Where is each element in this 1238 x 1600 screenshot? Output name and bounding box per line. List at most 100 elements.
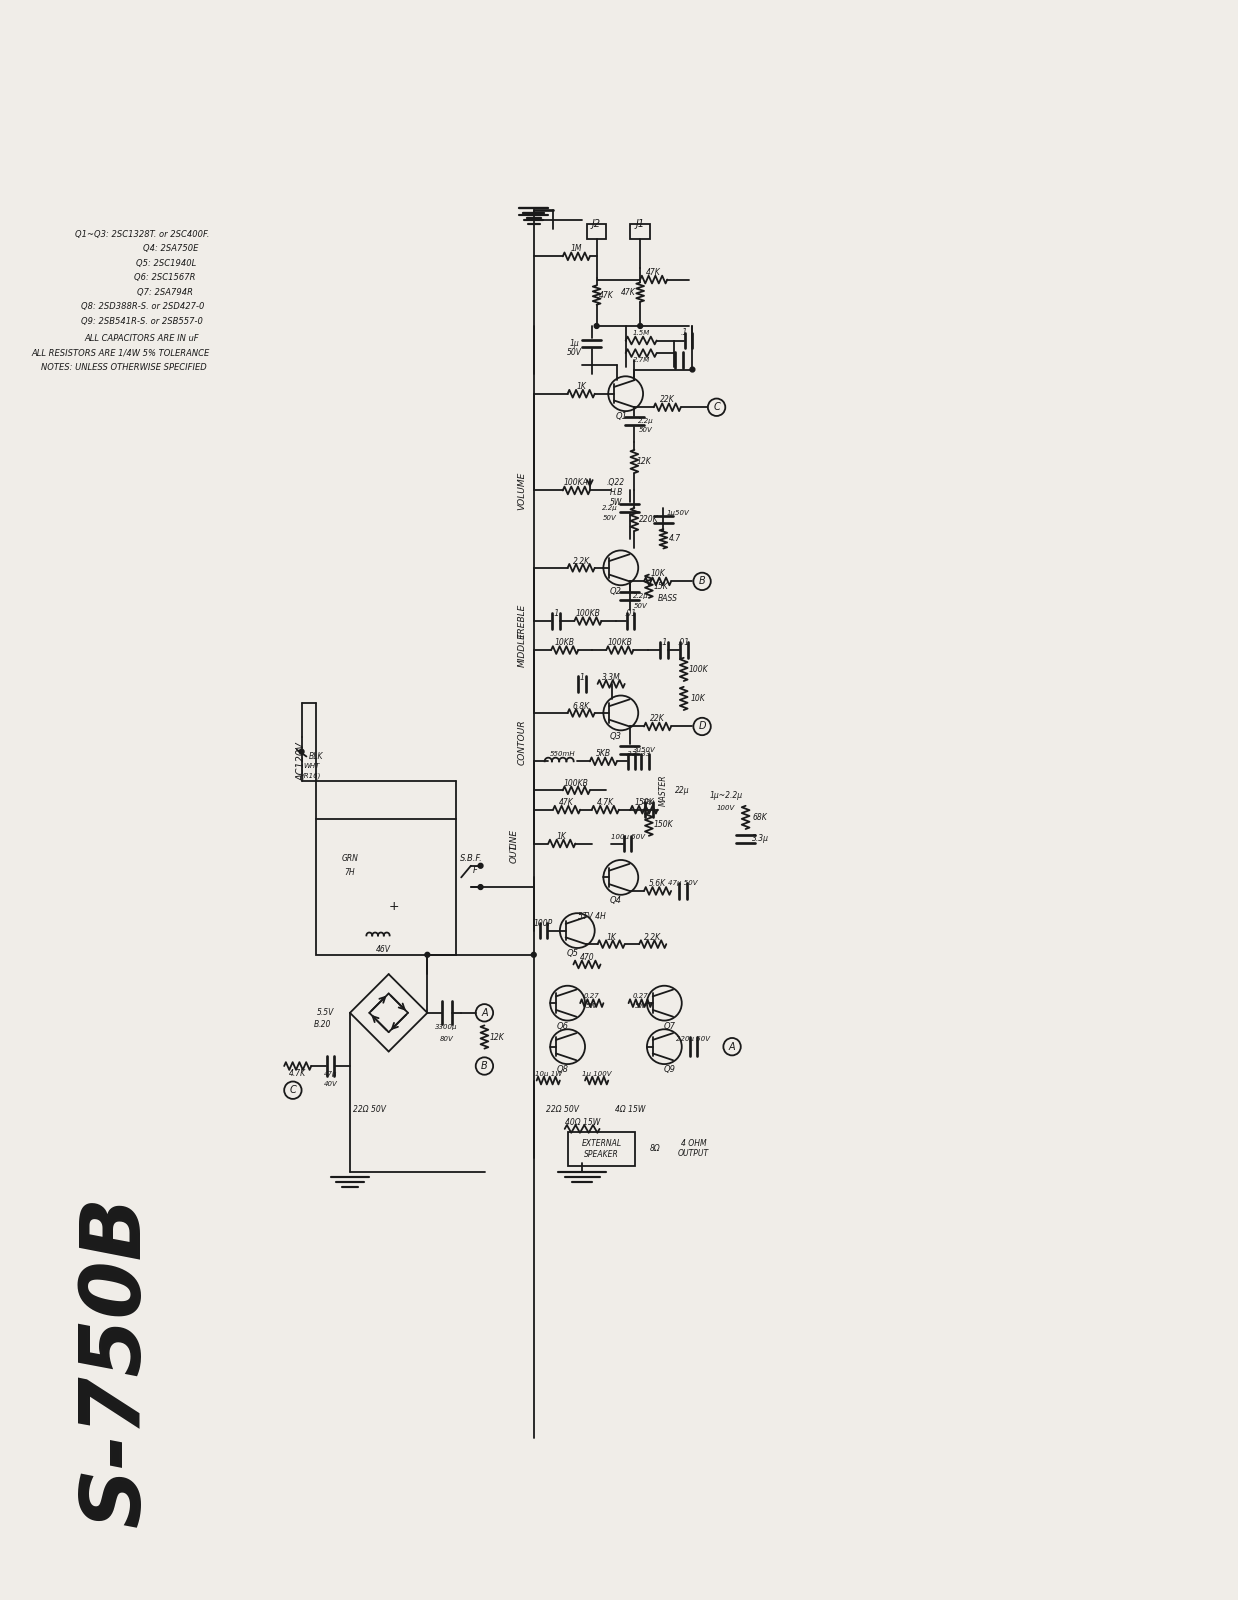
Text: 68K: 68K: [753, 813, 768, 822]
Text: 5KB: 5KB: [595, 749, 612, 758]
Text: 1K: 1K: [607, 933, 617, 942]
Text: 80V: 80V: [439, 1035, 453, 1042]
Text: 40Ω 15W: 40Ω 15W: [565, 1118, 599, 1126]
Text: 10μ 1W: 10μ 1W: [535, 1070, 562, 1077]
Text: Q1~Q3: 2SC1328T. or 2SC400F.: Q1~Q3: 2SC1328T. or 2SC400F.: [76, 229, 209, 238]
Text: 47μ: 47μ: [324, 1070, 338, 1077]
Text: 7H: 7H: [344, 869, 355, 877]
Text: 0.27: 0.27: [633, 994, 647, 1000]
Text: Q5: 2SC1940L: Q5: 2SC1940L: [136, 259, 196, 267]
Text: 4 OHM: 4 OHM: [681, 1139, 706, 1147]
Text: .01: .01: [624, 608, 636, 618]
Text: +: +: [389, 899, 399, 914]
Circle shape: [531, 952, 536, 957]
Text: Q4: Q4: [610, 896, 621, 906]
Text: 8Ω: 8Ω: [649, 1144, 660, 1152]
Text: C: C: [713, 402, 721, 413]
Text: 1K: 1K: [557, 832, 567, 842]
Circle shape: [425, 952, 430, 957]
Text: Q6: Q6: [557, 1022, 568, 1030]
Text: S-750B: S-750B: [76, 1195, 156, 1526]
Text: 220μ 50V: 220μ 50V: [676, 1035, 711, 1042]
Text: 5.6K: 5.6K: [649, 878, 666, 888]
Text: 1μ: 1μ: [569, 339, 579, 347]
Text: 22μ: 22μ: [676, 786, 690, 795]
Text: .33: .33: [639, 750, 651, 757]
Text: 470: 470: [579, 954, 594, 962]
Circle shape: [300, 749, 305, 754]
Text: A: A: [729, 1042, 735, 1051]
Text: MIDDLE: MIDDLE: [517, 632, 526, 667]
Text: 1: 1: [579, 672, 584, 682]
Text: F: F: [473, 866, 477, 875]
Text: 1.5M: 1.5M: [633, 330, 650, 336]
Text: ALL CAPACITORS ARE IN uF: ALL CAPACITORS ARE IN uF: [84, 334, 199, 342]
Text: AC120V: AC120V: [297, 742, 307, 781]
Text: 1K: 1K: [576, 382, 586, 392]
Text: VOLUME: VOLUME: [517, 472, 526, 510]
Text: 2.2K: 2.2K: [573, 557, 589, 565]
Text: 0.27: 0.27: [584, 994, 599, 1000]
Text: J2: J2: [592, 219, 602, 229]
Text: 10K: 10K: [691, 694, 706, 702]
Text: .1: .1: [680, 328, 687, 338]
Text: 150K: 150K: [634, 798, 654, 808]
Text: 3.3μ: 3.3μ: [751, 834, 769, 843]
Text: CONTOUR: CONTOUR: [517, 718, 526, 765]
Text: GRN: GRN: [342, 853, 358, 862]
Bar: [567, 1131, 635, 1166]
Circle shape: [690, 366, 695, 371]
Text: 12K: 12K: [636, 458, 651, 466]
Text: 3.3M: 3.3M: [602, 672, 620, 682]
Text: 1μ50V: 1μ50V: [666, 510, 690, 515]
Text: Q6: 2SC1567R: Q6: 2SC1567R: [134, 274, 196, 282]
Text: 100KA: 100KA: [563, 478, 589, 488]
Text: 100KB: 100KB: [563, 779, 589, 789]
Text: OUTPUT: OUTPUT: [678, 1149, 709, 1157]
Text: (R16): (R16): [302, 773, 321, 779]
Text: 3μ50V: 3μ50V: [633, 747, 655, 752]
Circle shape: [638, 323, 643, 328]
Text: 2.2μ: 2.2μ: [603, 506, 618, 510]
Text: 47μ 50V: 47μ 50V: [669, 880, 697, 886]
Text: TREBLE: TREBLE: [517, 603, 526, 638]
Text: 47K: 47K: [560, 798, 574, 808]
Text: 2.2μ: 2.2μ: [634, 594, 649, 598]
Text: MASTER: MASTER: [659, 774, 667, 806]
Text: 22Ω 50V: 22Ω 50V: [353, 1106, 386, 1114]
Text: 550mH: 550mH: [550, 750, 576, 757]
Text: 5.5V: 5.5V: [317, 1008, 334, 1018]
Text: 6.8K: 6.8K: [573, 702, 589, 710]
Text: 3300μ: 3300μ: [436, 1024, 458, 1030]
Text: 22K: 22K: [660, 395, 675, 405]
Text: NOTES: UNLESS OTHERWISE SPECIFIED: NOTES: UNLESS OTHERWISE SPECIFIED: [41, 363, 207, 373]
Text: 2.7M: 2.7M: [633, 357, 650, 363]
Text: 4Ω 15W: 4Ω 15W: [615, 1106, 646, 1114]
Text: 50V: 50V: [603, 515, 617, 520]
Text: 5W: 5W: [635, 1003, 646, 1010]
Text: 40V: 40V: [324, 1082, 338, 1088]
Text: Q8: 2SD388R-S. or 2SD427-0: Q8: 2SD388R-S. or 2SD427-0: [80, 302, 204, 310]
Bar: [316, 819, 457, 955]
Text: S.B.F.: S.B.F.: [459, 853, 483, 862]
Text: 2.2K: 2.2K: [644, 933, 661, 942]
Text: 22Ω 50V: 22Ω 50V: [546, 1106, 579, 1114]
Text: 150K: 150K: [654, 819, 673, 829]
Text: 4.7: 4.7: [669, 534, 681, 544]
Text: .01: .01: [677, 638, 690, 646]
Text: A: A: [482, 1008, 488, 1018]
Text: 4.7K: 4.7K: [597, 798, 614, 808]
Text: 4.7K: 4.7K: [290, 1069, 306, 1078]
Text: 10KB: 10KB: [555, 638, 574, 646]
Text: Q7: 2SA794R: Q7: 2SA794R: [137, 288, 193, 296]
Text: Q4: 2SA750E: Q4: 2SA750E: [142, 245, 198, 253]
Text: EXTERNAL: EXTERNAL: [582, 1139, 621, 1147]
Text: 5W: 5W: [586, 1003, 598, 1010]
Text: 100V: 100V: [717, 805, 735, 811]
Text: Q3: Q3: [610, 731, 621, 741]
Text: .1: .1: [552, 608, 560, 618]
Circle shape: [478, 885, 483, 890]
Text: 47K: 47K: [646, 269, 661, 277]
Text: .Q22: .Q22: [607, 478, 625, 488]
Text: .33: .33: [626, 750, 638, 757]
